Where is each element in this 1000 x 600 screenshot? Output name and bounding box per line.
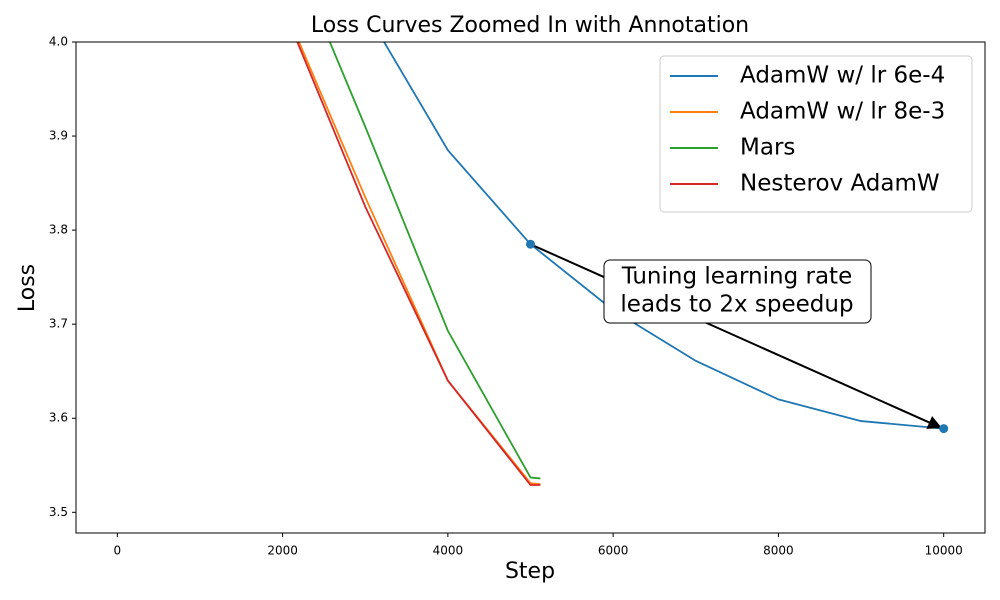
- plot-lines: [296, 42, 944, 486]
- y-tick-label: 3.9: [49, 129, 68, 143]
- x-tick-label: 4000: [433, 544, 464, 558]
- x-tick-label: 8000: [763, 544, 794, 558]
- legend-label: Nesterov AdamW: [740, 171, 940, 197]
- annotation-point: [939, 424, 949, 434]
- y-tick-label: 3.8: [49, 223, 68, 237]
- x-tick-label: 10000: [925, 544, 963, 558]
- x-tick-label: 6000: [598, 544, 629, 558]
- annotation-point: [526, 239, 535, 249]
- y-tick-label: 3.5: [49, 505, 68, 519]
- y-tick-label: 3.6: [49, 411, 68, 425]
- x-tick-label: 2000: [267, 544, 298, 558]
- annotation-text: Tuning learning rate: [621, 264, 852, 290]
- legend-label: AdamW w/ lr 8e-3: [740, 99, 945, 125]
- y-tick-label: 3.7: [49, 317, 68, 331]
- line: [296, 42, 541, 486]
- legend-label: AdamW w/ lr 6e-4: [740, 63, 945, 89]
- legend-label: Mars: [740, 135, 795, 161]
- line: [383, 42, 944, 430]
- x-axis-label: Step: [505, 559, 555, 584]
- annotation-box: [603, 259, 872, 324]
- annotation-text: leads to 2x speedup: [620, 292, 853, 318]
- line: [328, 42, 541, 480]
- annotation-arrow: [530, 243, 942, 429]
- y-tick-label: 4.0: [49, 35, 68, 49]
- legend-box: [659, 55, 973, 213]
- line: [298, 42, 541, 485]
- plot-frame: [75, 41, 986, 534]
- y-axis-label: Loss: [15, 264, 40, 312]
- x-tick-label: 0: [113, 544, 121, 558]
- chart-title: Loss Curves Zoomed In with Annotation: [311, 13, 749, 38]
